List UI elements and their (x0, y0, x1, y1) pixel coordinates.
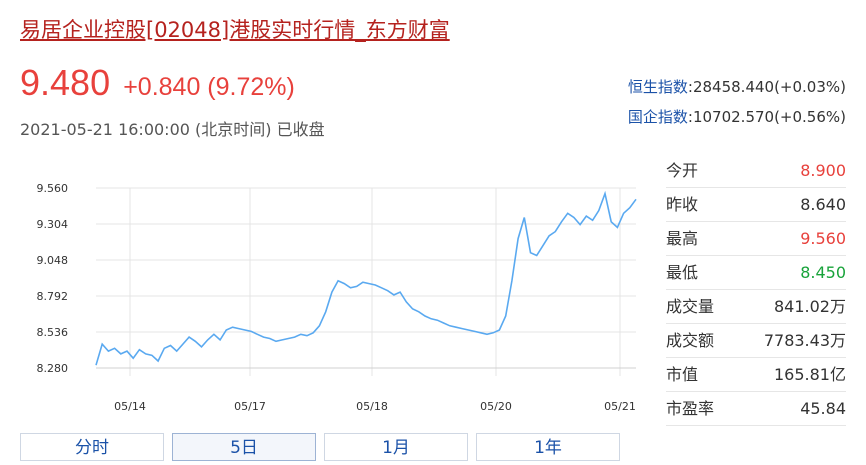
stat-row: 市盈率 45.84 (666, 392, 846, 426)
index-hs-china-enterprises[interactable]: 国企指数:10702.570(+0.56%) (628, 106, 846, 127)
stat-value: 8.900 (800, 161, 846, 180)
tab-分时[interactable]: 分时 (20, 433, 164, 461)
price-row: 9.480 +0.840 (9.72%) (20, 62, 295, 104)
tab-1月[interactable]: 1月 (324, 433, 468, 461)
page-title-link[interactable]: 易居企业控股[02048]港股实时行情_东方财富 (20, 18, 450, 42)
stat-label: 成交量 (666, 297, 715, 316)
price-series-line (95, 190, 637, 366)
y-tick-label: 8.792 (37, 290, 69, 303)
stat-row: 成交额 7783.43万 (666, 324, 846, 358)
index-name[interactable]: 国企指数 (627, 108, 688, 126)
stat-label: 市值 (666, 365, 699, 384)
y-tick-label: 9.560 (37, 182, 69, 195)
quote-stats-panel: 今开 8.900 昨收 8.640 最高 9.560 最低 8.450 成交量 841.02万 成交… (666, 154, 846, 426)
stat-value: 8.640 (800, 195, 846, 214)
tab-1年[interactable]: 1年 (476, 433, 620, 461)
stat-label: 昨收 (666, 195, 699, 214)
stat-label: 今开 (666, 161, 699, 180)
index-name[interactable]: 恒生指数 (627, 78, 688, 96)
stat-value: 45.84 (800, 399, 846, 418)
x-tick-label: 05/14 (114, 400, 146, 413)
stat-row: 最低 8.450 (666, 256, 846, 290)
x-tick-label: 05/18 (356, 400, 388, 413)
stat-value: 165.81亿 (774, 365, 846, 384)
price-change: +0.840 (9.72%) (123, 73, 295, 101)
y-tick-label: 8.536 (37, 326, 69, 339)
x-tick-label: 05/20 (480, 400, 512, 413)
x-tick-label: 05/17 (234, 400, 266, 413)
stat-row: 今开 8.900 (666, 154, 846, 188)
stat-value: 9.560 (800, 229, 846, 248)
quote-timestamp: 2021-05-21 16:00:00 (北京时间) 已收盘 (20, 120, 325, 139)
index-hang-seng[interactable]: 恒生指数:28458.440(+0.03%) (628, 76, 846, 97)
stat-label: 成交额 (666, 331, 715, 350)
stat-label: 市盈率 (666, 399, 715, 418)
stat-row: 市值 165.81亿 (666, 358, 846, 392)
stat-label: 最高 (666, 229, 699, 248)
stat-row: 昨收 8.640 (666, 188, 846, 222)
chart-period-tabs: 分时 5日 1月 1年 (20, 433, 620, 461)
stat-row: 成交量 841.02万 (666, 290, 846, 324)
index-value: :28458.440(+0.03%) (687, 78, 846, 96)
stat-row: 最高 9.560 (666, 222, 846, 256)
x-tick-label: 05/21 (604, 400, 636, 413)
y-tick-label: 9.048 (37, 254, 69, 267)
stat-value: 8.450 (800, 263, 846, 282)
five-day-price-chart: 9.560 9.304 9.048 8.792 8.536 8.280 05/14 05/17… (37, 182, 637, 413)
y-tick-label: 9.304 (37, 218, 69, 231)
index-value: :10702.570(+0.56%) (687, 108, 846, 126)
current-price: 9.480 (20, 62, 111, 103)
stat-label: 最低 (666, 263, 699, 282)
stat-value: 841.02万 (774, 297, 846, 316)
y-tick-label: 8.280 (37, 362, 69, 375)
tab-5日[interactable]: 5日 (172, 433, 316, 461)
stat-value: 7783.43万 (763, 331, 846, 350)
